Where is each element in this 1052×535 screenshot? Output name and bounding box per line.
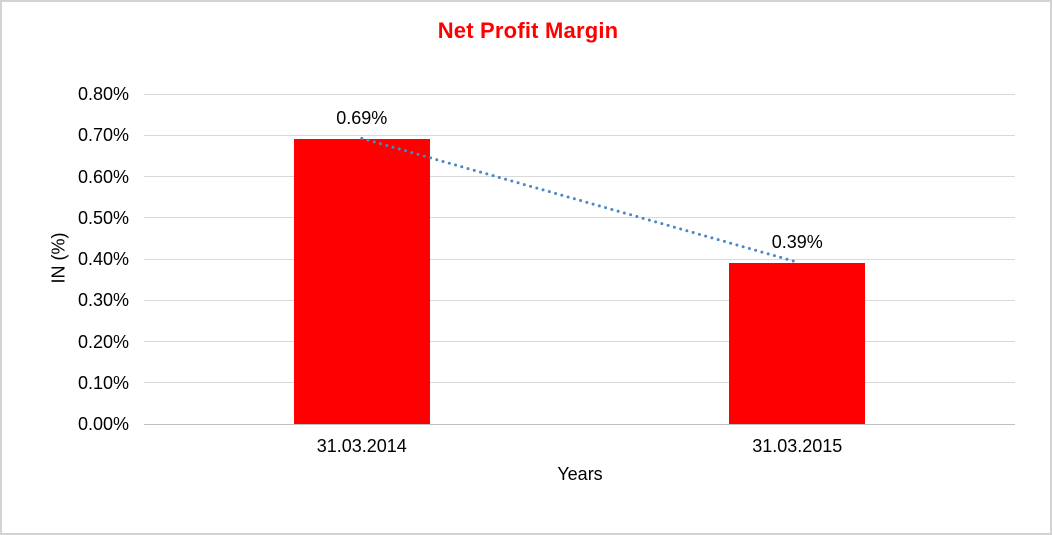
gridline (144, 93, 1015, 95)
y-tick-label: 0.40% (77, 249, 129, 269)
y-tick-label: 0.50% (77, 207, 129, 228)
gridline (144, 134, 1015, 136)
gridline (144, 258, 1015, 260)
bar (293, 139, 430, 424)
bar (729, 263, 866, 424)
gridline (144, 217, 1015, 219)
gridline (144, 341, 1015, 342)
x-axis-line (144, 423, 1015, 425)
x-axis-title: Years (557, 464, 603, 484)
gridline (144, 382, 1015, 384)
bar-value-label: 0.69% (336, 108, 388, 129)
x-tick-label: 31.03.2014 (316, 436, 407, 456)
y-tick-label: 0.10% (77, 372, 129, 393)
x-tick-label: 31.03.2015 (752, 436, 843, 456)
y-tick-label: 0.30% (77, 290, 129, 311)
y-tick-label: 0.60% (77, 166, 129, 187)
chart-title: Net Profit Margin (437, 18, 619, 43)
gridline (144, 176, 1015, 177)
y-tick-label: 0.80% (77, 84, 129, 104)
y-tick-label: 0.00% (77, 414, 129, 434)
y-tick-label: 0.20% (77, 331, 129, 352)
y-tick-label: 0.70% (77, 125, 129, 146)
bar-value-label: 0.39% (771, 232, 823, 253)
gridline (144, 299, 1015, 301)
